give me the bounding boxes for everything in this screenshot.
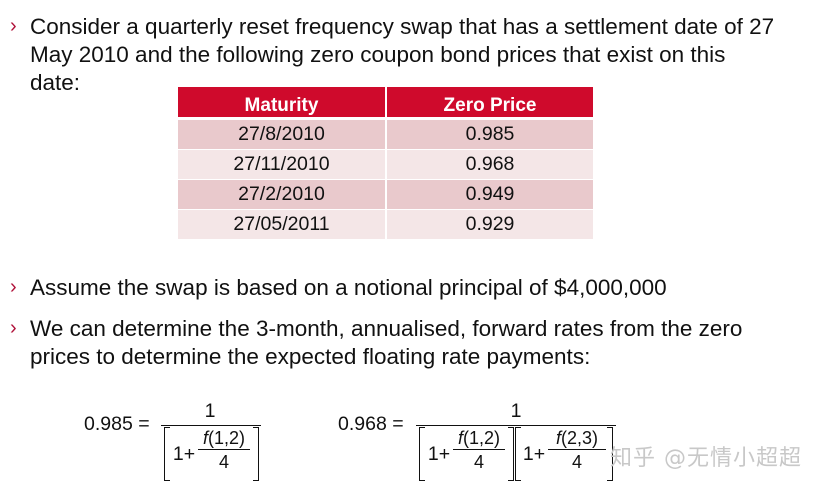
cell-zero-price: 0.968	[386, 149, 593, 180]
bullet-marker-icon: ›	[10, 276, 17, 298]
rate-denominator: 4	[473, 452, 484, 472]
forward-rate-args: (2,3)	[561, 428, 599, 448]
cell-maturity: 27/05/2011	[178, 209, 387, 240]
left-bracket	[515, 427, 521, 481]
equation-numerator: 1	[510, 400, 522, 422]
left-bracket	[164, 427, 170, 481]
bullet-line: Consider a quarterly reset frequency swa…	[30, 14, 775, 39]
term-one-plus: 1+	[172, 443, 196, 465]
header-zero-price: Zero Price	[386, 87, 593, 120]
zhihu-watermark: 知乎 @无情小超超	[610, 446, 802, 471]
cell-zero-price: 0.929	[386, 209, 593, 240]
right-bracket	[253, 427, 259, 481]
forward-rate-f: f	[202, 428, 208, 448]
fraction-bar	[416, 425, 616, 426]
bullet-line: May 2010 and the following zero coupon b…	[30, 42, 726, 67]
rate-denominator: 4	[571, 452, 582, 472]
bullet-line: We can determine the 3-month, annualised…	[30, 316, 743, 341]
left-bracket	[419, 427, 425, 481]
rate-fraction: f(2,3) 4	[548, 427, 606, 474]
right-bracket	[607, 427, 613, 481]
bullet-line: prices to determine the expected floatin…	[30, 344, 591, 369]
cell-maturity: 27/2/2010	[178, 179, 387, 210]
zero-price-table: Maturity Zero Price 27/8/2010 0.985 27/1…	[178, 87, 593, 240]
fraction-bar	[161, 425, 261, 426]
forward-rate-args: (1,2)	[208, 428, 246, 448]
cell-zero-price: 0.985	[386, 118, 593, 150]
term-one-plus: 1+	[427, 443, 451, 465]
cell-maturity: 27/11/2010	[178, 149, 387, 180]
forward-rate-f: f	[457, 428, 463, 448]
rate-fraction: f(1,2) 4	[198, 427, 250, 474]
equation-lhs: 0.985 =	[84, 413, 150, 435]
term-one-plus: 1+	[522, 443, 546, 465]
table-row: 27/8/2010 0.985	[178, 118, 593, 150]
bullet-marker-icon: ›	[10, 317, 17, 339]
rate-denominator: 4	[218, 452, 229, 472]
table-header-row: Maturity Zero Price	[178, 87, 593, 120]
bullet-line: date:	[30, 70, 81, 95]
equation-lhs: 0.968 =	[338, 413, 404, 435]
equation-numerator: 1	[204, 400, 216, 422]
table-row: 27/05/2011 0.929	[178, 209, 593, 240]
cell-maturity: 27/8/2010	[178, 118, 387, 150]
table-row: 27/2/2010 0.949	[178, 179, 593, 210]
cell-zero-price: 0.949	[386, 179, 593, 210]
forward-rate-f: f	[555, 428, 561, 448]
rate-fraction: f(1,2) 4	[453, 427, 505, 474]
bullet-marker-icon: ›	[10, 15, 17, 37]
header-maturity: Maturity	[178, 87, 387, 120]
right-bracket	[508, 427, 514, 481]
bullet-line: Assume the swap is based on a notional p…	[30, 275, 667, 300]
table-row: 27/11/2010 0.968	[178, 149, 593, 180]
forward-rate-args: (1,2)	[463, 428, 501, 448]
